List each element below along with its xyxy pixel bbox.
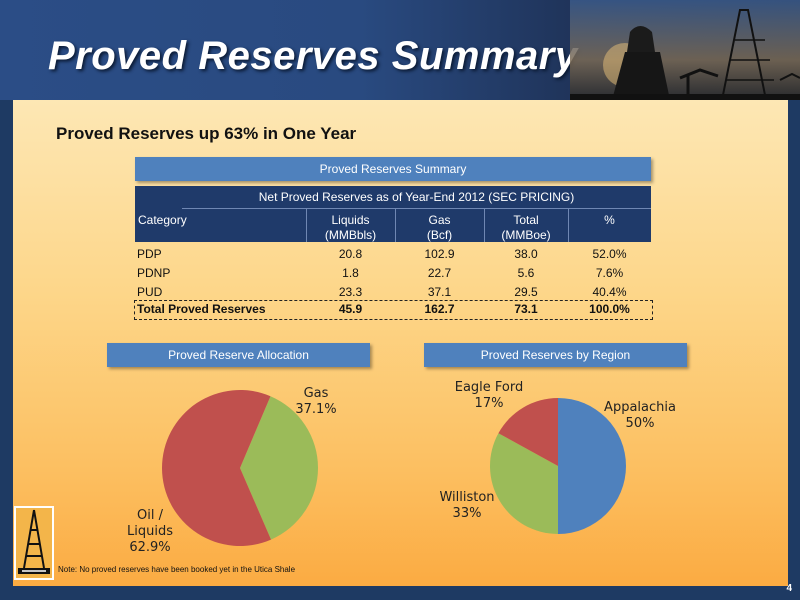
table-row: PUD 23.3 37.1 29.5 40.4% [135, 282, 651, 302]
column-header-percent: % [568, 213, 651, 228]
slice-label: Appalachia [604, 400, 676, 415]
pie-slice-eagle-ford [498, 398, 558, 466]
column-header-line2: % [604, 213, 615, 227]
slice-value: 37.1% [295, 402, 337, 417]
page-title: Proved Reserves Summary [48, 34, 578, 78]
cell-gas: 37.1 [427, 285, 452, 299]
cell-percent: 52.0% [592, 247, 627, 261]
frame-bottom [0, 586, 800, 600]
column-header-line1: Liquids [331, 213, 370, 227]
slice-label: Gas [303, 386, 329, 401]
table-group-header: Net Proved Reserves as of Year-End 2012 … [182, 186, 651, 209]
cell-liquids: 23.3 [338, 285, 363, 299]
cell-gas: 162.7 [424, 302, 455, 316]
page-number: 4 [786, 583, 792, 594]
column-header-line2: (Bcf) [426, 228, 453, 242]
table-row: PDNP 1.8 22.7 5.6 7.6% [135, 263, 651, 283]
pie-slice-appalachia [558, 398, 626, 534]
column-header-category: Category [138, 213, 258, 228]
header-banner: Proved Reserves Summary [0, 0, 800, 100]
cell-liquids: 1.8 [342, 266, 359, 280]
slice-value: 50% [625, 416, 655, 431]
slice-label: Eagle Ford [454, 380, 524, 395]
pie-label-appalachia: Appalachia 50% [598, 400, 682, 432]
column-header-line1: Total [513, 213, 539, 227]
table-header [135, 186, 651, 242]
table-caption: Proved Reserves Summary [135, 157, 651, 181]
cell-percent: 100.0% [589, 302, 630, 316]
cell-liquids: 20.8 [338, 247, 363, 261]
region-pie-chart [489, 398, 626, 534]
cell-total: 73.1 [514, 302, 538, 316]
pie-label-eagle-ford: Eagle Ford 17% [452, 380, 526, 412]
column-header-gas: Gas (Bcf) [395, 213, 484, 243]
frame-left [0, 100, 13, 600]
cell-total: 29.5 [514, 285, 538, 299]
cell-gas: 22.7 [427, 266, 452, 280]
slice-label-text: Oil / Liquids [127, 508, 173, 539]
header-divider [484, 208, 485, 242]
pie-slice-gas [240, 396, 318, 540]
table-total-row: Total Proved Reserves 45.9 162.7 73.1 10… [135, 300, 651, 320]
cell-percent: 7.6% [595, 266, 624, 280]
frame-right [788, 100, 800, 600]
region-chart-title: Proved Reserves by Region [424, 343, 687, 367]
cell-percent: 40.4% [592, 285, 627, 299]
column-header-total: Total (MMBoe) [484, 213, 568, 243]
header-divider [568, 208, 569, 242]
slice-value: 17% [474, 396, 504, 411]
pie-label-gas: Gas 37.1% [286, 386, 346, 418]
header-divider [395, 208, 396, 242]
company-logo-derrick [14, 506, 54, 580]
oilfield-photo [570, 0, 800, 100]
allocation-chart-title: Proved Reserve Allocation [107, 343, 370, 367]
pie-slice-williston [489, 433, 558, 534]
header-divider [306, 208, 307, 242]
slice-label: Oil / Liquids [120, 508, 180, 540]
pie-label-oil-liquids: Oil / Liquids 62.9% [120, 508, 180, 556]
cell-gas: 102.9 [424, 247, 455, 261]
cell-total: 5.6 [517, 266, 535, 280]
column-header-line2: (MMBoe) [501, 228, 551, 242]
column-header-line1: Gas [428, 213, 451, 227]
cell-category: Total Proved Reserves [137, 302, 266, 316]
cell-total: 38.0 [514, 247, 538, 261]
slice-value: 62.9% [129, 540, 171, 555]
cell-category: PDNP [137, 266, 171, 280]
column-header-line2: (MMBbls) [324, 228, 377, 242]
total-row-border [134, 300, 653, 320]
cell-liquids: 45.9 [338, 302, 363, 316]
slice-value: 33% [452, 506, 482, 521]
column-header-liquids: Liquids (MMBbls) [306, 213, 395, 243]
footnote: Note: No proved reserves have been booke… [58, 565, 296, 574]
pie-slice-oil-liquids [162, 390, 272, 546]
allocation-pie-chart [162, 390, 318, 546]
cell-category: PUD [137, 285, 163, 299]
slice-label: Williston [439, 490, 495, 505]
slide-subtitle: Proved Reserves up 63% in One Year [56, 124, 357, 143]
table-row: PDP 20.8 102.9 38.0 52.0% [135, 244, 651, 264]
pie-label-williston: Williston 33% [432, 490, 502, 522]
cell-category: PDP [137, 247, 162, 261]
column-header-line2: Category [138, 213, 187, 227]
